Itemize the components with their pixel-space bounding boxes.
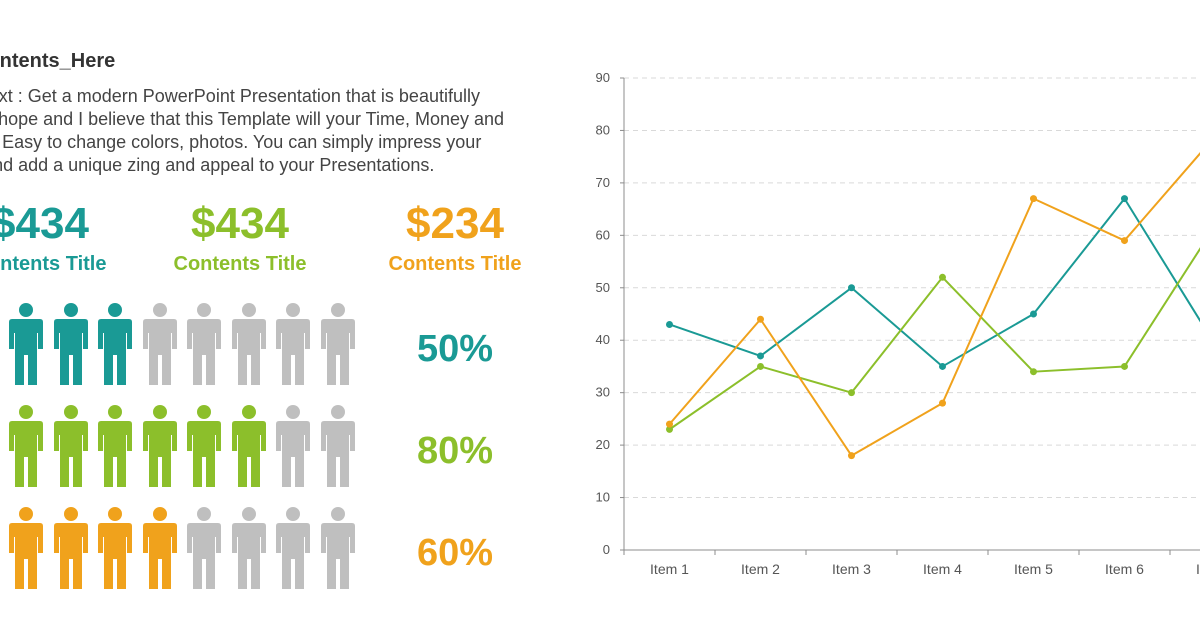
person-icon-active [142, 405, 177, 487]
stat-3-title: Contents Title [388, 253, 522, 275]
x-tick-label: Item 3 [832, 561, 871, 577]
person-icon-inactive [276, 507, 310, 589]
series-3-point [757, 315, 764, 323]
person-icon-inactive [187, 303, 221, 385]
x-tick-label: Item 5 [1014, 561, 1053, 577]
person-icon-active [53, 405, 88, 487]
series-3-point [939, 399, 946, 407]
person-icon-inactive [276, 405, 310, 487]
series-1-point [848, 284, 855, 292]
person-icon-active [53, 303, 88, 385]
person-icon-active [98, 507, 132, 589]
series-1-point [939, 362, 946, 370]
person-icon-inactive [142, 303, 177, 385]
person-icon-inactive [320, 507, 355, 589]
series-2-point [848, 389, 855, 397]
y-tick-label: 10 [596, 490, 610, 505]
series-3-line [668, 152, 1200, 457]
series-1-point [1121, 195, 1128, 203]
y-tick-label: 30 [596, 385, 610, 400]
stat-3-amount: $234 [406, 199, 504, 248]
y-tick-label: 70 [596, 175, 610, 190]
person-icon-inactive [276, 303, 310, 385]
series-2-line [668, 247, 1200, 431]
series-2-point [939, 273, 946, 281]
series-3-point [1030, 195, 1037, 203]
series-3-point [666, 420, 673, 428]
series-2-point [1121, 362, 1128, 370]
y-tick-label: 40 [596, 332, 610, 347]
person-icon-inactive [231, 507, 266, 589]
person-icon-active [9, 303, 43, 385]
x-tick-label: Item 7 [1196, 561, 1200, 577]
stat-2-amount: $434 [191, 199, 289, 248]
stat-2-title: Contents Title [173, 253, 307, 275]
body-text: Example Text : Get a modern PowerPoint P… [0, 86, 505, 175]
person-icon-active [142, 507, 177, 589]
series-3-point [848, 452, 855, 460]
person-icon-active [187, 405, 221, 487]
x-tick-label: Item 6 [1105, 561, 1144, 577]
series-1-point [1030, 310, 1037, 318]
person-icon-inactive [187, 507, 221, 589]
series-2-point [1030, 368, 1037, 376]
series-3-point [1121, 237, 1128, 245]
line-chart: 0 10 20 30 40 50 60 70 80 90 Item 1 Item 2 Item 3 Ite… [596, 70, 1200, 577]
x-tick-label: Item 4 [923, 561, 962, 577]
person-icon-inactive [320, 303, 355, 385]
stat-1-amount: $434 [0, 199, 89, 248]
series-1-point [757, 352, 764, 360]
stat-1-title: Contents Title [0, 253, 107, 275]
y-tick-label: 90 [596, 70, 610, 85]
row-3-percent: 60% [416, 532, 494, 574]
y-tick-label: 60 [596, 227, 610, 242]
person-icon-inactive [320, 405, 355, 487]
person-icon-active [231, 405, 266, 487]
person-icon-active [53, 507, 88, 589]
row-2-percent: 80% [416, 430, 494, 472]
y-tick-label: 50 [596, 280, 610, 295]
heading: Contents_Here [0, 50, 116, 72]
series-2-point [757, 362, 764, 370]
y-tick-label: 80 [596, 122, 610, 137]
series-2-point [666, 425, 673, 433]
person-icon-active [98, 405, 132, 487]
person-icon-active [9, 507, 43, 589]
person-icon-active [9, 405, 43, 487]
row-1-percent: 50% [416, 328, 494, 370]
x-tick-label: Item 2 [741, 561, 780, 577]
y-tick-label: 20 [596, 437, 610, 452]
y-tick-label: 0 [603, 542, 610, 557]
x-tick-label: Item 1 [650, 561, 689, 577]
person-icon-active [98, 303, 132, 385]
series-1-line [669, 197, 1200, 368]
person-icon-inactive [231, 303, 266, 385]
series-1-point [666, 320, 673, 328]
